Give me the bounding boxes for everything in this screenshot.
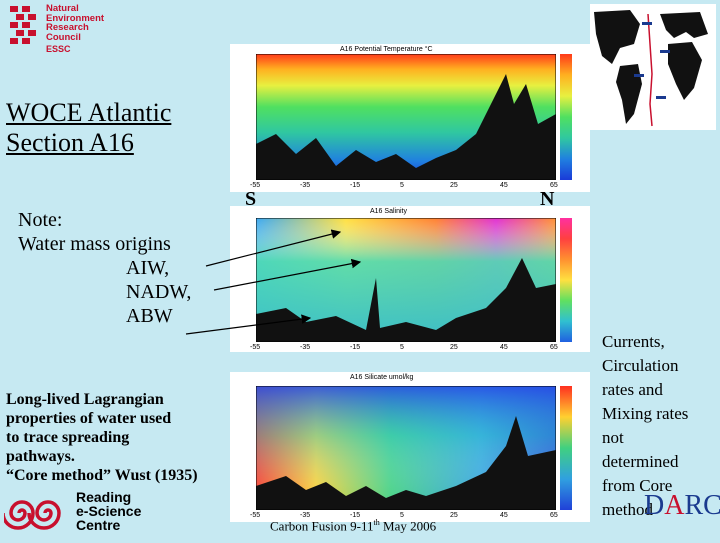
silicate-section-plot bbox=[256, 386, 556, 510]
temperature-panel: A16 Potential Temperature °C -55 -35 -15 5 2… bbox=[230, 44, 590, 192]
reading-line: e-Science bbox=[76, 503, 142, 519]
silicate-panel: A16 Silicate umol/kg -55 -35 -15 5 25 45 65 bbox=[230, 372, 590, 522]
darc-a: A bbox=[664, 490, 685, 521]
page-title: WOCE Atlantic Section A16 bbox=[6, 98, 171, 158]
x-tick-label: 25 bbox=[450, 512, 458, 519]
essc-label: ESSC bbox=[46, 44, 71, 54]
x-tick-label: 45 bbox=[500, 182, 508, 189]
darc-d: D bbox=[644, 490, 665, 521]
x-tick-label: 5 bbox=[400, 512, 404, 519]
footer-superscript: th bbox=[373, 518, 380, 527]
reading-line: Centre bbox=[76, 517, 121, 533]
right-line: rates and bbox=[602, 380, 663, 399]
x-tick-label: -35 bbox=[300, 344, 311, 351]
map-inset bbox=[590, 4, 716, 130]
title-line: Section A16 bbox=[6, 128, 134, 157]
arrow-abw bbox=[185, 314, 312, 335]
right-line: Currents, bbox=[602, 332, 665, 351]
nerc-logo-icon bbox=[8, 4, 44, 54]
nerc-line: Research bbox=[46, 22, 89, 33]
reading-spiral-icon bbox=[1, 488, 66, 538]
x-tick-label: -55 bbox=[250, 182, 261, 189]
lead-line: to trace spreading bbox=[6, 429, 130, 446]
atlantic-map-icon bbox=[590, 4, 716, 130]
temperature-title: A16 Potential Temperature °C bbox=[340, 46, 433, 53]
arrow-aiw bbox=[205, 229, 342, 267]
x-tick-label: -15 bbox=[350, 344, 361, 351]
north-label: N bbox=[540, 188, 555, 210]
right-note: Currents, Circulation rates and Mixing r… bbox=[602, 330, 688, 522]
reading-line: Reading bbox=[76, 489, 132, 505]
x-tick-label: -35 bbox=[300, 512, 311, 519]
x-tick-label: -35 bbox=[300, 182, 311, 189]
x-tick-label: 65 bbox=[550, 182, 558, 189]
water-mass-aiw: AIW, bbox=[126, 257, 170, 279]
nerc-line: Environment bbox=[46, 12, 105, 24]
title-line: WOCE Atlantic bbox=[6, 98, 172, 127]
temperature-section-plot bbox=[256, 54, 556, 180]
right-line: Circulation bbox=[602, 356, 679, 375]
x-tick-label: 65 bbox=[550, 512, 558, 519]
x-tick-label: 25 bbox=[450, 182, 458, 189]
right-line: not bbox=[602, 428, 624, 447]
silicate-colorbar bbox=[560, 386, 572, 510]
nerc-line: Natural bbox=[46, 3, 79, 14]
note-line: Water mass origins bbox=[18, 233, 171, 255]
note-label: Note: bbox=[18, 209, 63, 231]
darc-logo: DARC bbox=[644, 490, 720, 522]
lead-line: Long-lived Lagrangian bbox=[6, 391, 164, 408]
x-tick-label: -55 bbox=[250, 512, 261, 519]
x-tick-label: 25 bbox=[450, 344, 458, 351]
x-tick-label: 5 bbox=[400, 182, 404, 189]
x-tick-label: -15 bbox=[350, 512, 361, 519]
lead-line: pathways. bbox=[6, 448, 75, 465]
lead-line: “Core method” Wust (1935) bbox=[6, 467, 198, 484]
x-tick-label: 45 bbox=[500, 344, 508, 351]
right-line: Mixing rates bbox=[602, 404, 689, 423]
nerc-line: Council bbox=[46, 31, 81, 43]
darc-rc: RC bbox=[684, 490, 720, 521]
reading-logo-text: Reading e-Science Centre bbox=[76, 490, 141, 532]
arrow-nadw bbox=[213, 258, 362, 291]
x-tick-label: 5 bbox=[400, 344, 404, 351]
nerc-name: Natural Environment Research Council bbox=[46, 4, 104, 42]
lead-line: properties of water used bbox=[6, 410, 172, 427]
note-block: Note: Water mass origins bbox=[18, 208, 171, 256]
footer-text: Carbon Fusion 9-11th May 2006 bbox=[270, 518, 436, 534]
x-tick-label: 45 bbox=[500, 512, 508, 519]
right-line: from Core bbox=[602, 476, 673, 495]
salinity-colorbar bbox=[560, 218, 572, 342]
temperature-colorbar bbox=[560, 54, 572, 180]
x-tick-label: -55 bbox=[250, 344, 261, 351]
salinity-title: A16 Salinity bbox=[370, 208, 407, 215]
footer-date: May 2006 bbox=[379, 518, 437, 534]
water-mass-nadw: NADW, bbox=[126, 281, 192, 303]
right-line: method bbox=[602, 500, 653, 519]
lead-text: Long-lived Lagrangian properties of wate… bbox=[6, 390, 198, 485]
silicate-title: A16 Silicate umol/kg bbox=[350, 374, 414, 381]
right-line: determined bbox=[602, 452, 679, 471]
x-tick-label: -15 bbox=[350, 182, 361, 189]
water-mass-abw: ABW bbox=[126, 305, 173, 327]
x-tick-label: 65 bbox=[550, 344, 558, 351]
footer-main: Carbon Fusion 9-11 bbox=[270, 518, 374, 534]
south-label: S bbox=[245, 188, 257, 210]
